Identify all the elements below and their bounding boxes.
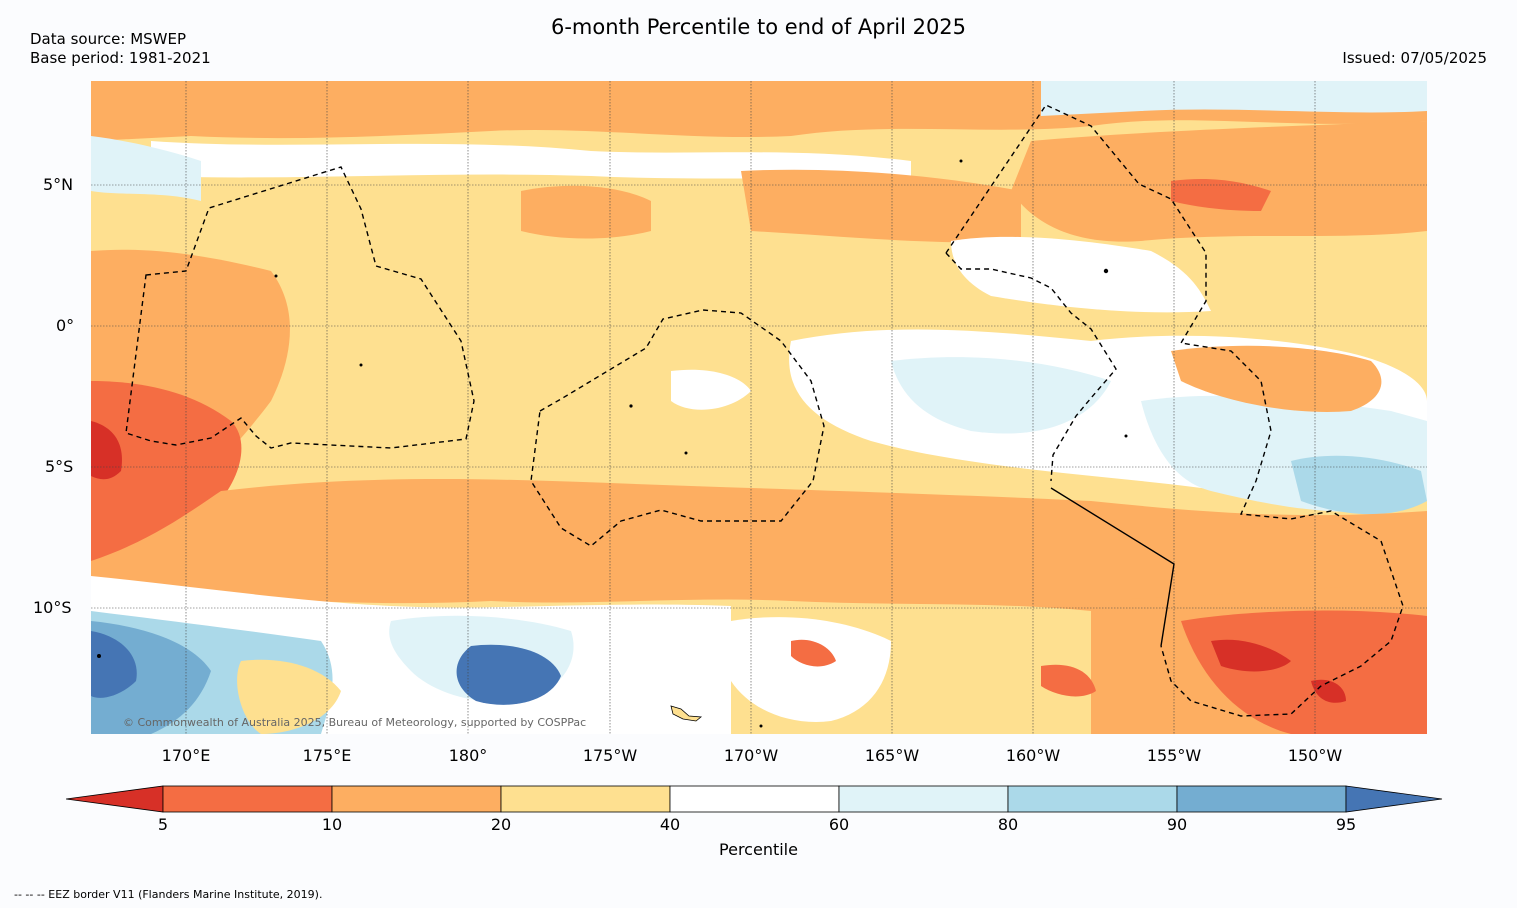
lon-label: 175°E — [302, 746, 352, 765]
colorbar-tick: 95 — [1335, 815, 1357, 834]
region-se-darkred-a — [1211, 639, 1291, 672]
region-patch-b — [1171, 179, 1271, 211]
region-s-blue-dark — [456, 644, 561, 705]
region-south-orange — [91, 479, 1427, 611]
lat-label: 5°N — [43, 175, 74, 194]
lon-label: 170°W — [723, 746, 779, 765]
region-patch-a — [521, 185, 651, 239]
map-title: 6-month Percentile to end of April 2025 — [550, 15, 967, 39]
colorbar-segment — [1176, 785, 1347, 813]
colorbar-segment — [669, 785, 840, 813]
colorbar-tick: 60 — [828, 815, 850, 834]
region-se-darkred-b — [1311, 679, 1346, 703]
colorbar-tick: 90 — [1166, 815, 1188, 834]
eez-borders — [125, 104, 1404, 717]
colorbar-tick: 20 — [490, 815, 512, 834]
colorbar-label: Percentile — [719, 840, 798, 859]
percentile-map — [91, 81, 1427, 734]
region-mid-orange — [741, 169, 1021, 243]
colorbar-tick: 10 — [321, 815, 343, 834]
islands — [97, 159, 1128, 728]
lon-label: 155°W — [1146, 746, 1202, 765]
colorbar — [66, 785, 1443, 813]
region-patch-c — [1041, 664, 1096, 697]
graticule — [91, 81, 1427, 734]
colorbar-tick: 40 — [659, 815, 681, 834]
region-orange-right — [1171, 345, 1382, 412]
lon-label: 165°W — [864, 746, 920, 765]
lat-label: 5°S — [45, 457, 74, 476]
region-white-streak — [151, 141, 911, 181]
eez-solid-border — [1050, 487, 1175, 647]
region-patch-d — [791, 639, 836, 667]
region-white-north — [951, 236, 1211, 313]
region-top-blue — [1041, 81, 1427, 116]
region-left-darkred — [91, 421, 122, 480]
eez-legend-note: -- -- -- EEZ border V11 (Flanders Marine… — [14, 888, 323, 901]
colorbar-tick: 80 — [997, 815, 1019, 834]
colorbar-extend-high — [1345, 785, 1443, 813]
samoa-islands — [670, 705, 703, 722]
lat-label: 10°S — [33, 598, 72, 617]
colorbar-segment — [331, 785, 502, 813]
region-blue-center — [891, 357, 1111, 434]
colorbar-segment — [500, 785, 671, 813]
colorbar-extend-low — [66, 785, 164, 813]
lat-label: 0° — [56, 316, 75, 335]
issued-date: Issued: 07/05/2025 — [1342, 49, 1487, 67]
region-white-small — [671, 369, 751, 410]
lon-label: 160°W — [1005, 746, 1061, 765]
colorbar-segment — [162, 785, 333, 813]
copyright-credit: © Commonwealth of Australia 2025, Bureau… — [123, 716, 587, 729]
lon-label: 180° — [448, 746, 488, 765]
colorbar-segment — [1007, 785, 1178, 813]
lon-label: 150°W — [1287, 746, 1343, 765]
colorbar-tick: 5 — [157, 815, 169, 834]
lon-label: 170°E — [161, 746, 211, 765]
data-source: Data source: MSWEP — [30, 30, 187, 48]
region-sw-blue-dark — [91, 631, 137, 698]
region-blue-patch — [1291, 455, 1427, 515]
base-period: Base period: 1981-2021 — [30, 49, 211, 67]
region-s-yellow — [237, 659, 341, 734]
region-s-white-2 — [731, 617, 891, 722]
colorbar-segment — [838, 785, 1009, 813]
lon-label: 175°W — [582, 746, 638, 765]
source-info: Data source: MSWEP Base period: 1981-202… — [30, 30, 211, 68]
